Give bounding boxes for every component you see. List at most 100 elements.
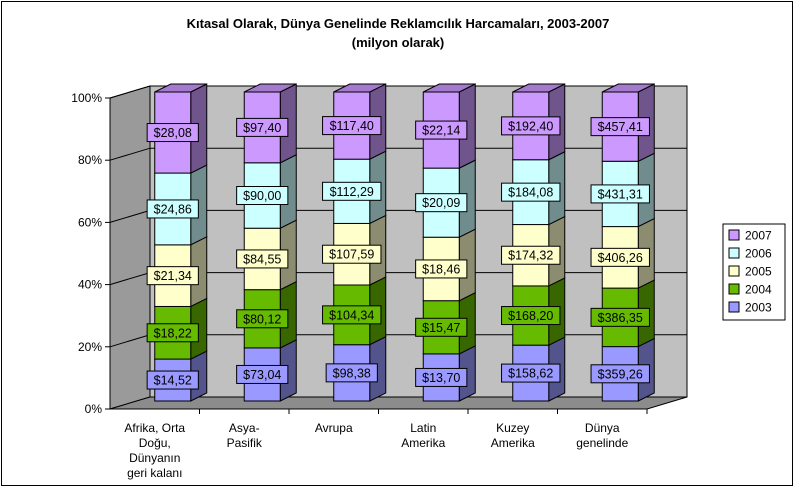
legend-swatch	[728, 301, 740, 313]
legend-swatch	[728, 247, 740, 259]
data-label-box	[415, 259, 468, 279]
data-label-box	[236, 364, 289, 384]
data-label-box	[415, 317, 468, 337]
category-label-line: Amerika	[491, 436, 535, 450]
category-label: Latin Amerika	[401, 421, 445, 450]
category-label: Dünya genelinde	[576, 421, 628, 450]
data-label: $112,29	[330, 185, 374, 199]
y-tick-label: 80%	[78, 153, 102, 167]
data-label: $97,40	[243, 121, 281, 135]
data-label-box	[146, 266, 199, 286]
data-label-box	[501, 245, 561, 265]
data-label-box	[146, 370, 199, 390]
data-label: $22,14	[422, 124, 460, 138]
chart-title: Kıtasal Olarak, Dünya Genelinde Reklamcı…	[0, 14, 796, 52]
y-tick-label: 100%	[71, 91, 102, 105]
legend-label: 2005	[745, 265, 772, 279]
category-label-line: Doğu,	[139, 436, 171, 450]
data-label: $18,22	[154, 326, 192, 340]
category-label: Avrupa	[315, 421, 353, 435]
category-label: Afrika, Orta Doğu, Dünyanın geri kalanı	[124, 421, 185, 480]
data-label-box	[415, 367, 468, 387]
data-label: $24,86	[154, 202, 192, 216]
data-label-box	[501, 116, 561, 136]
data-label-box	[146, 123, 199, 143]
y-tick-label: 60%	[78, 215, 102, 229]
data-label: $158,62	[508, 367, 553, 381]
chart-title-line: Kıtasal Olarak, Dünya Genelinde Reklamcı…	[186, 16, 610, 31]
data-label: $359,26	[598, 367, 643, 381]
legend-swatch	[728, 229, 740, 241]
data-label-box	[236, 249, 289, 269]
data-label-box	[415, 193, 468, 213]
data-label-box	[415, 120, 468, 140]
data-label-box	[501, 306, 561, 326]
plot-side-wall	[109, 85, 151, 410]
gridline	[109, 85, 687, 99]
category-label-line: genelinde	[576, 436, 628, 450]
legend-label: 2006	[745, 247, 772, 261]
data-label: $98,38	[333, 366, 371, 380]
data-label: $168,20	[508, 309, 553, 323]
legend-swatch	[728, 283, 740, 295]
data-label: $431,31	[598, 187, 643, 201]
category-label-line: Kuzey	[496, 421, 529, 435]
category-label-line: Afrika, Orta	[124, 421, 185, 435]
data-label: $406,26	[598, 251, 643, 265]
category-label: Asya-Pasifik	[227, 421, 263, 450]
data-label: $184,08	[508, 186, 553, 200]
data-label-box	[236, 186, 289, 206]
gridline	[109, 147, 687, 161]
data-label-box	[236, 309, 289, 329]
data-label: $21,34	[154, 269, 192, 283]
category-label-line: Avrupa	[315, 421, 353, 435]
data-label-box	[590, 307, 650, 327]
category-label-line: Dünya	[585, 421, 620, 435]
data-label-box	[590, 117, 650, 137]
data-label-box	[590, 247, 650, 267]
category-label-line: Asya-	[229, 421, 260, 435]
category-label-line: Latin	[410, 421, 436, 435]
data-label: $457,41	[598, 120, 643, 134]
y-tick-label: 40%	[78, 278, 102, 292]
category-label-line: Amerika	[401, 436, 445, 450]
data-label: $90,00	[243, 189, 281, 203]
legend-label: 2004	[745, 283, 772, 297]
data-label-box	[322, 305, 382, 325]
data-label: $192,40	[508, 119, 553, 133]
data-label: $28,08	[154, 126, 192, 140]
data-label-box	[146, 323, 199, 343]
plot-floor	[109, 396, 688, 410]
data-label-box	[322, 244, 382, 264]
data-label: $174,32	[508, 249, 553, 263]
data-label-box	[501, 182, 561, 202]
data-label-box	[146, 199, 199, 219]
data-label: $20,09	[422, 196, 460, 210]
y-tick-label: 0%	[85, 402, 103, 416]
data-label-box	[325, 363, 378, 383]
data-label: $117,40	[330, 119, 374, 133]
data-label-box	[590, 364, 650, 384]
y-tick-label: 20%	[78, 340, 102, 354]
category-label-line: geri kalanı	[127, 466, 182, 480]
data-label: $14,52	[154, 374, 192, 388]
data-label-box	[236, 117, 289, 137]
data-label-box	[590, 184, 650, 204]
data-label: $15,47	[422, 321, 460, 335]
data-label-box	[501, 363, 561, 383]
category-label-line: Pasifik	[227, 436, 263, 450]
data-label: $80,12	[243, 312, 281, 326]
legend-swatch	[728, 265, 740, 277]
category-label: Kuzey Amerika	[491, 421, 535, 450]
data-label: $73,04	[243, 368, 281, 382]
data-label-box	[322, 181, 382, 201]
category-label-line: Dünyanın	[129, 451, 180, 465]
data-label: $107,59	[329, 248, 374, 262]
data-label: $84,55	[243, 252, 281, 266]
legend-label: 2007	[745, 229, 772, 243]
data-label-box	[322, 116, 382, 136]
data-label: $13,70	[422, 371, 460, 385]
legend-label: 2003	[745, 301, 772, 315]
data-label: $104,34	[329, 308, 374, 322]
